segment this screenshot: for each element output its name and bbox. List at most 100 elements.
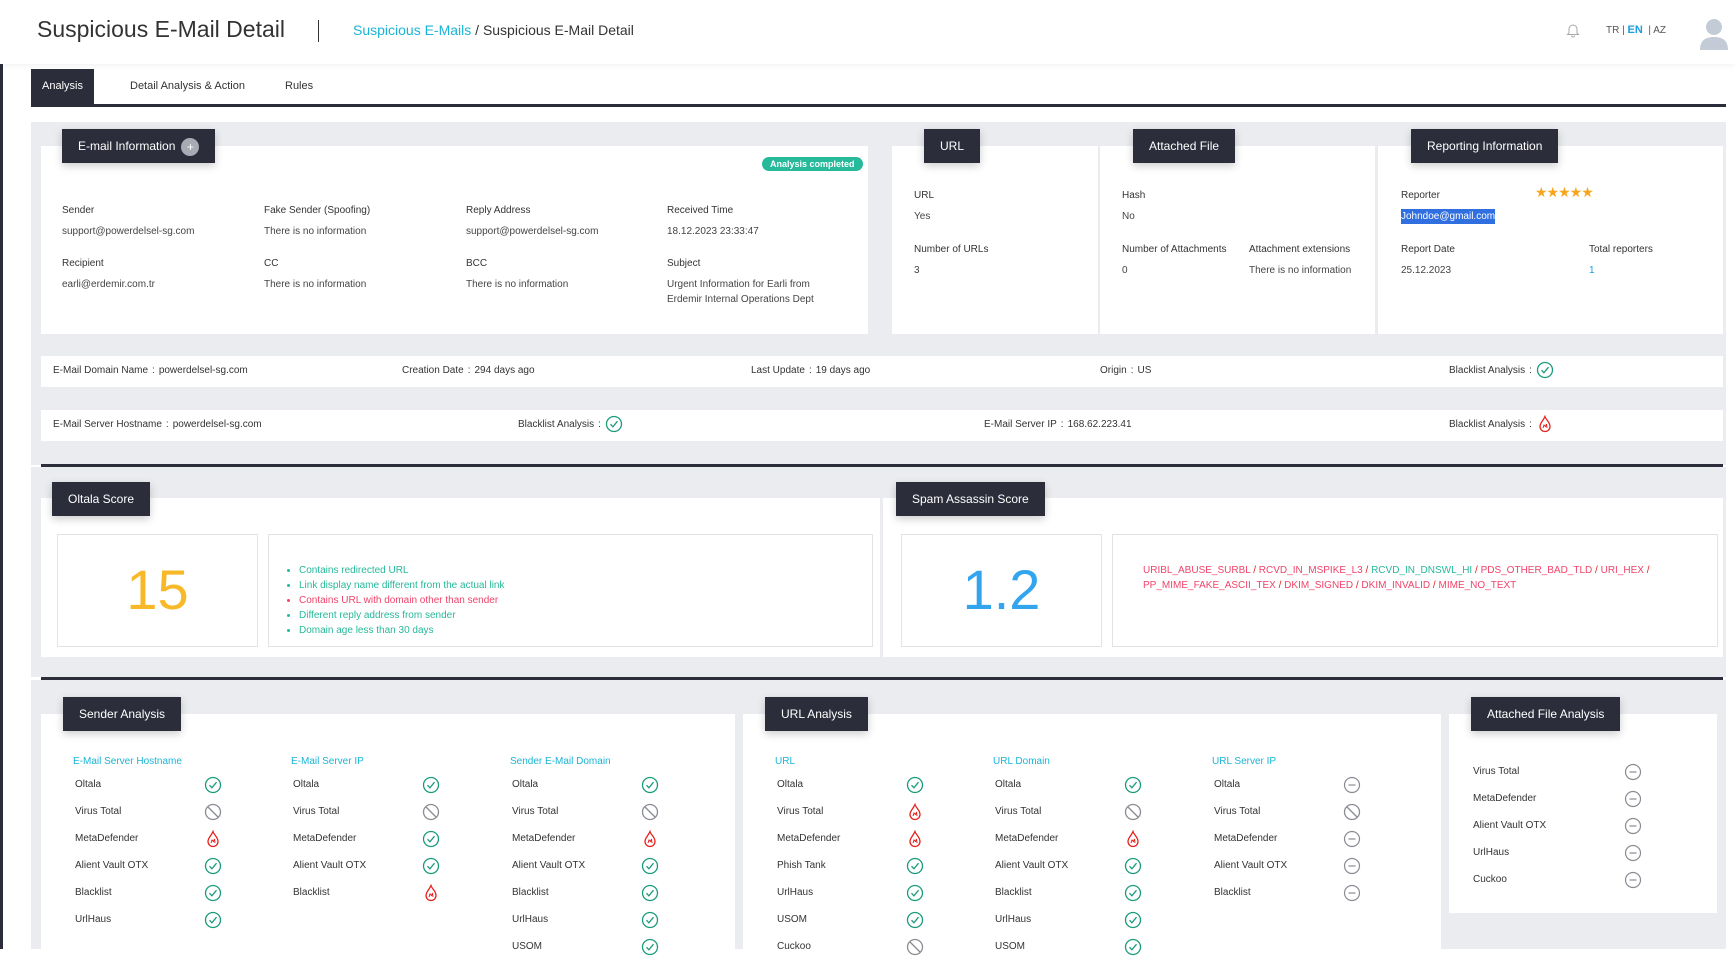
reasons-list: Contains redirected URLLink display name… [299,563,504,638]
breadcrumb-suspicious-emails[interactable]: Suspicious E-Mails [353,22,472,38]
check-source: MetaDefender [995,833,1059,844]
rule-separator: / [1472,565,1481,576]
check-source: Oltala [1214,779,1241,790]
url-count-label: Number of URLs [914,244,989,255]
oltala-score-box: 15 [57,534,258,647]
lang-tr[interactable]: TR [1606,25,1620,36]
check-source: MetaDefender [293,833,357,844]
reporter-email[interactable]: Johndoe@gmail.com [1401,209,1496,224]
check-source: Oltala [995,779,1022,790]
check-source: Blacklist [995,887,1032,898]
field-label: Fake Sender (Spoofing) [264,205,371,216]
flame-icon [1536,414,1554,433]
ban-icon [1343,803,1361,821]
check-source: Virus Total [293,806,340,817]
tab-rules[interactable]: Rules [285,80,314,92]
check-source: UrlHaus [1473,847,1510,858]
breadcrumb: Suspicious E-Mails / Suspicious E-Mail D… [353,22,634,38]
check-source: UrlHaus [75,914,112,925]
colon: : [152,365,155,376]
email-information-card: Analysis completed Sender support@powerde… [41,146,868,334]
field-label: Sender [62,205,95,216]
oltala-score-value: 15 [126,558,189,621]
check-circle-icon [422,830,440,848]
check-circle-icon [605,415,623,433]
minus-circle-icon [1624,763,1642,781]
field-label: Received Time [667,205,734,216]
update-value: 19 days ago [815,365,871,376]
check-source: Cuckoo [777,941,811,952]
field-value: earli@erdemir.com.tr [62,279,155,290]
check-circle-icon [1124,776,1142,794]
check-circle-icon [1536,361,1554,379]
check-circle-icon [906,776,924,794]
breadcrumb-current: Suspicious E-Mail Detail [482,22,634,38]
reason-item: Link display name different from the act… [299,578,504,593]
report-date-label: Report Date [1401,244,1455,255]
total-reporters-value[interactable]: 1 [1589,265,1595,276]
colon: : [1130,365,1134,376]
tab-detail-analysis-action[interactable]: Detail Analysis & Action [130,80,245,92]
reason-item: Contains URL with domain other than send… [299,593,504,608]
colon: : [808,365,812,376]
spam-rule: URI_HEX [1600,565,1644,576]
check-circle-icon [204,776,222,794]
check-source: Alient Vault OTX [75,860,149,871]
check-source: Virus Total [75,806,122,817]
hash-label: Hash [1122,190,1146,201]
flame-icon [641,829,659,848]
spam-score-value: 1.2 [962,558,1041,621]
check-source: USOM [512,941,542,952]
url-count-value: 3 [914,265,920,276]
column-header: URL Domain [993,756,1050,767]
origin-value: US [1137,365,1152,376]
lang-az[interactable]: AZ [1653,25,1666,36]
language-switcher: TR | EN | AZ [1606,24,1666,36]
check-source: Alient Vault OTX [1214,860,1288,871]
url-heading: URL [924,129,981,163]
tab-analysis[interactable]: Analysis [31,69,94,104]
section-divider [41,464,1723,467]
check-source: MetaDefender [777,833,841,844]
check-circle-icon [1124,884,1142,902]
rule-separator: / [1362,565,1372,576]
lang-en[interactable]: EN [1627,24,1643,36]
spam-rule: URIBL_ABUSE_SURBL [1143,565,1251,576]
field-value: 18.12.2023 23:33:47 [667,226,759,237]
check-source: Virus Total [1214,806,1261,817]
heading-text: E-mail Information [78,139,176,153]
user-avatar-icon[interactable] [1700,16,1728,50]
rule-separator: / [1275,580,1285,591]
colon: : [165,419,169,430]
check-source: Oltala [512,779,539,790]
check-source: USOM [995,941,1025,952]
hash-value: No [1122,211,1135,222]
lang-sep: | [1622,25,1625,36]
expand-plus-icon[interactable]: + [181,137,200,156]
email-information-heading: E-mail Information + [62,129,216,163]
total-reporters-label: Total reporters [1589,244,1653,255]
attached-file-card: Hash No Number of Attachments 0 Attachme… [1100,146,1375,334]
bell-icon[interactable] [1566,22,1580,38]
attachment-ext-value: There is no information [1249,265,1352,276]
reporter-label: Reporter [1401,190,1440,201]
reason-item: Different reply address from sender [299,608,504,623]
check-source: Alient Vault OTX [1473,820,1547,831]
check-source: MetaDefender [512,833,576,844]
check-circle-icon [1124,857,1142,875]
check-source: USOM [777,914,807,925]
check-source: MetaDefender [75,833,139,844]
field-value: support@powerdelsel-sg.com [466,226,599,237]
check-circle-icon [1124,938,1142,956]
minus-circle-icon [1624,817,1642,835]
spam-rule: DKIM_SIGNED [1284,580,1354,591]
check-source: UrlHaus [512,914,549,925]
check-circle-icon [204,884,222,902]
update-label: Last Update [751,365,805,376]
check-source: Blacklist [1214,887,1251,898]
minus-circle-icon [1343,776,1361,794]
url-label: URL [914,190,935,201]
attached-file-analysis-heading: Attached File Analysis [1471,697,1621,731]
check-circle-icon [1124,911,1142,929]
minus-circle-icon [1624,844,1642,862]
